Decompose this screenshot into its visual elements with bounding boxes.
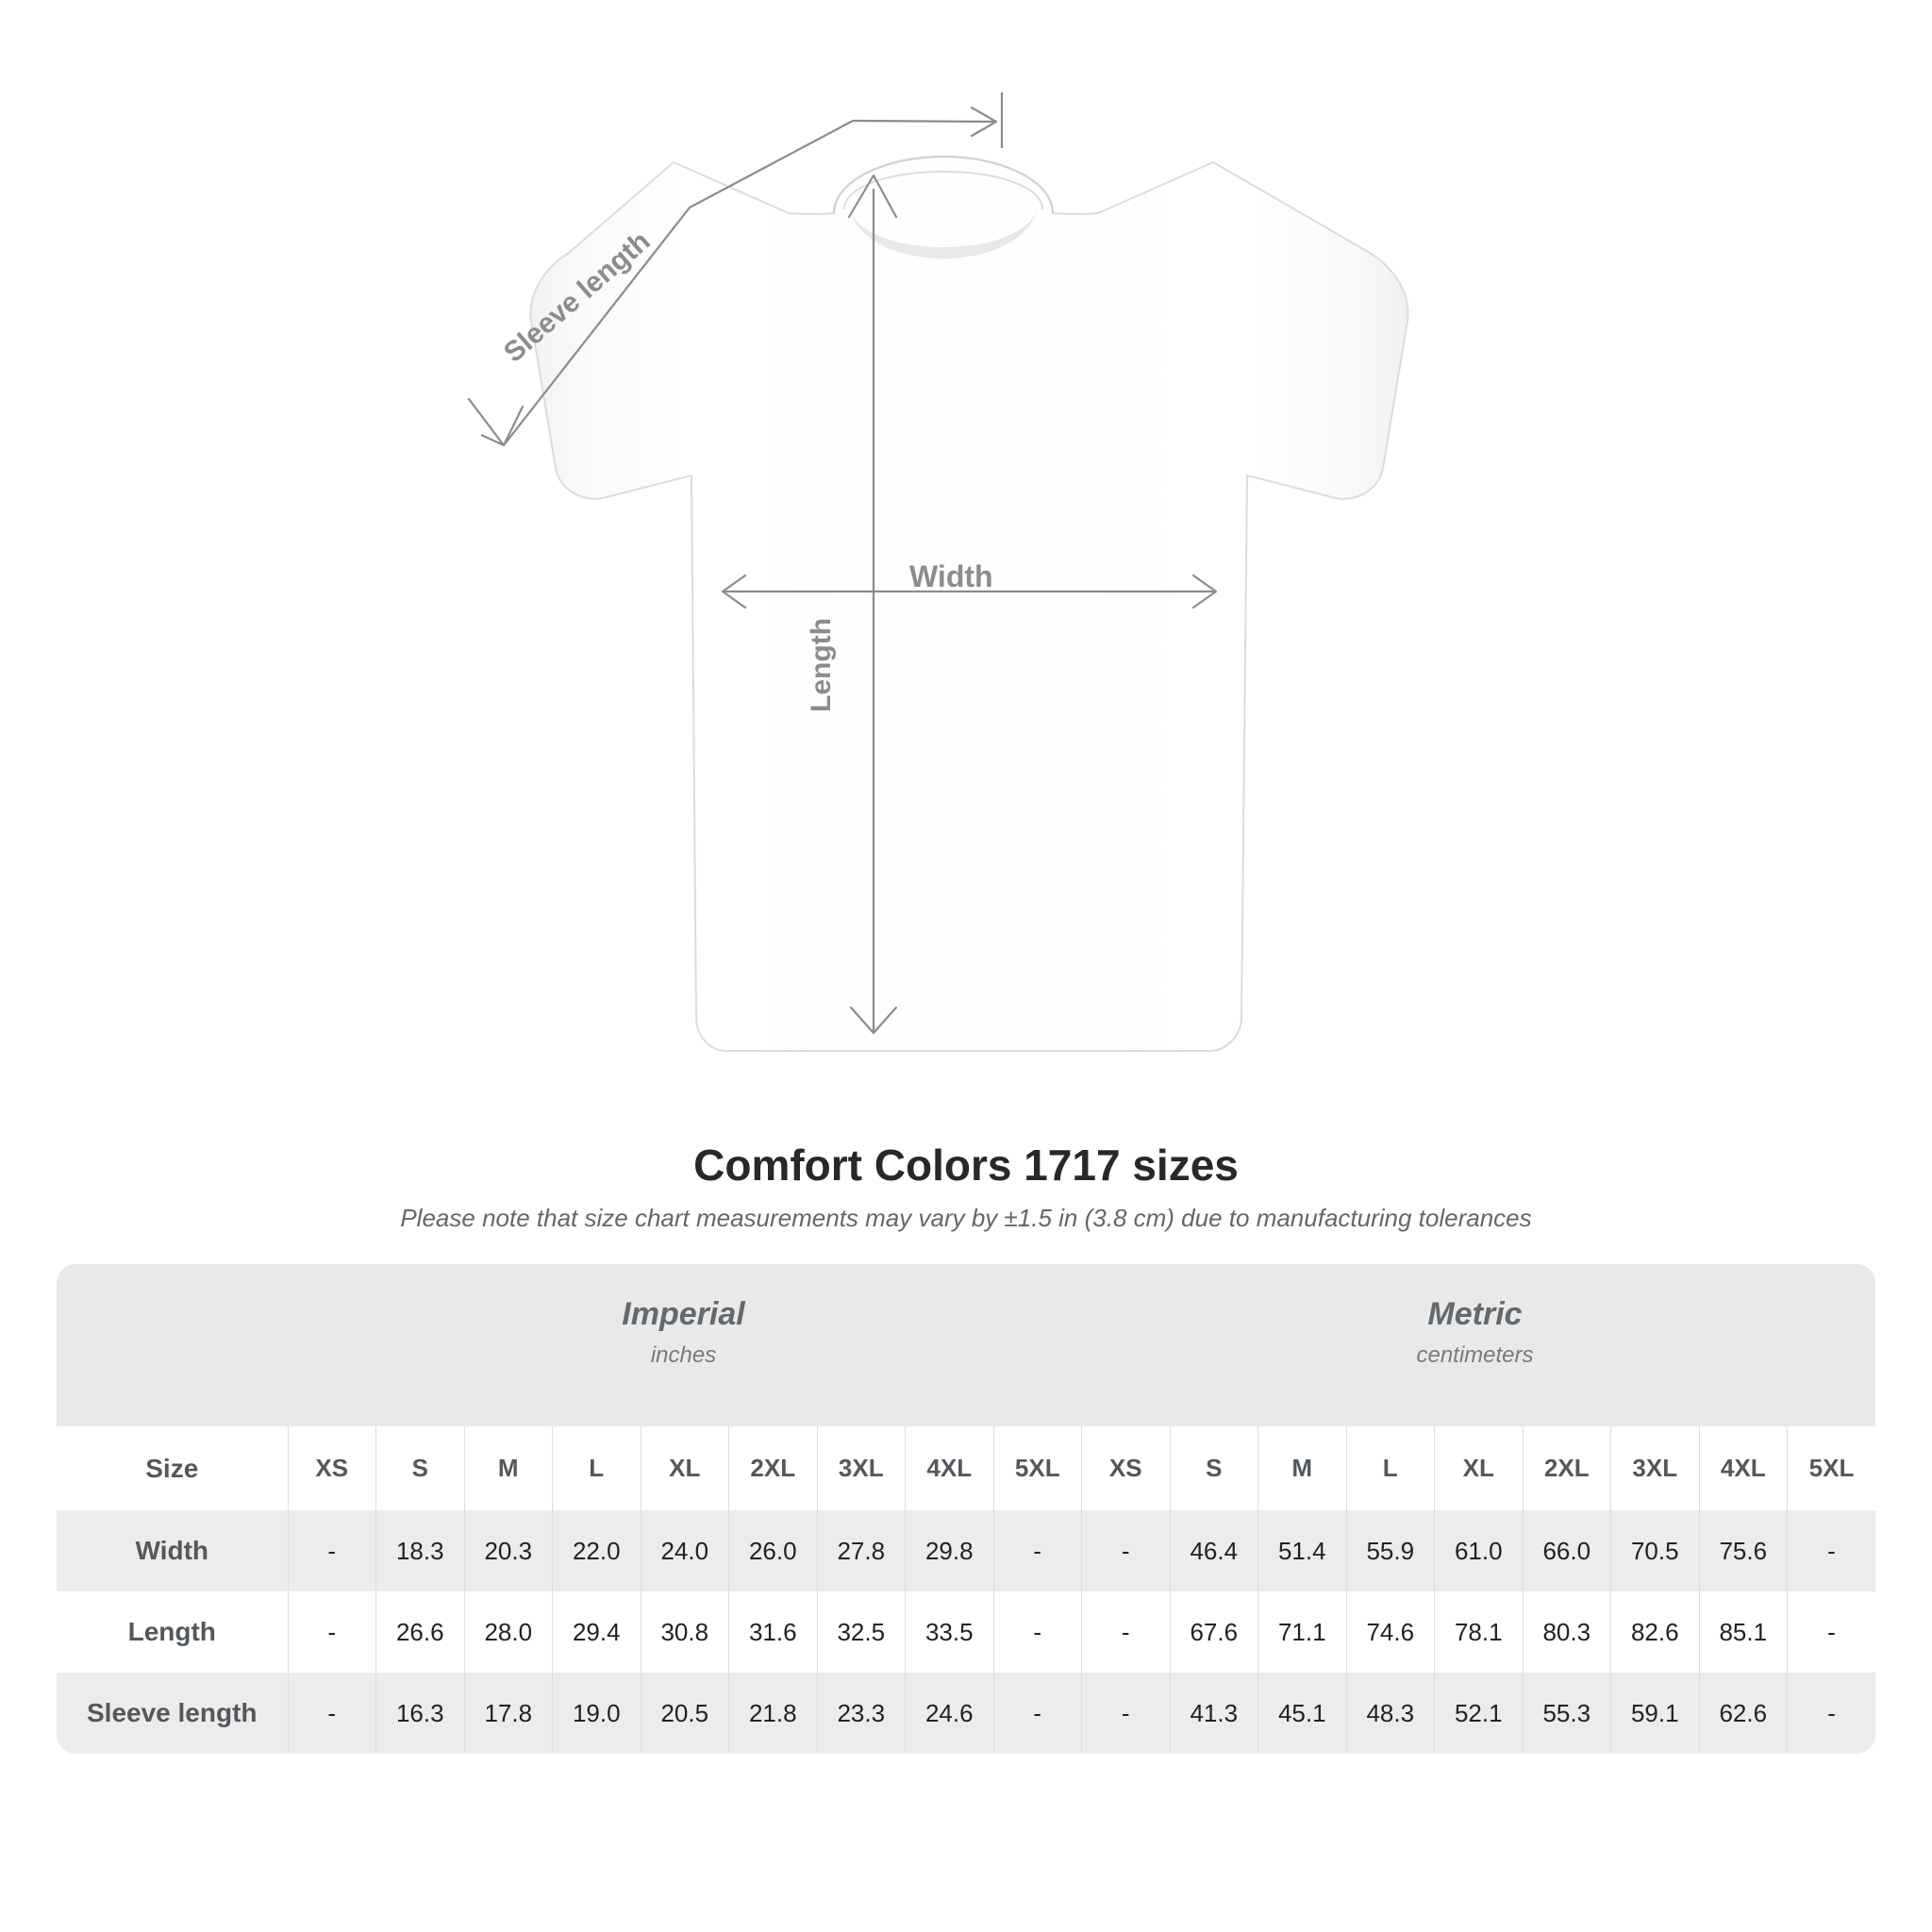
svg-text:Length: Length xyxy=(806,618,837,712)
svg-text:Width: Width xyxy=(909,559,993,593)
